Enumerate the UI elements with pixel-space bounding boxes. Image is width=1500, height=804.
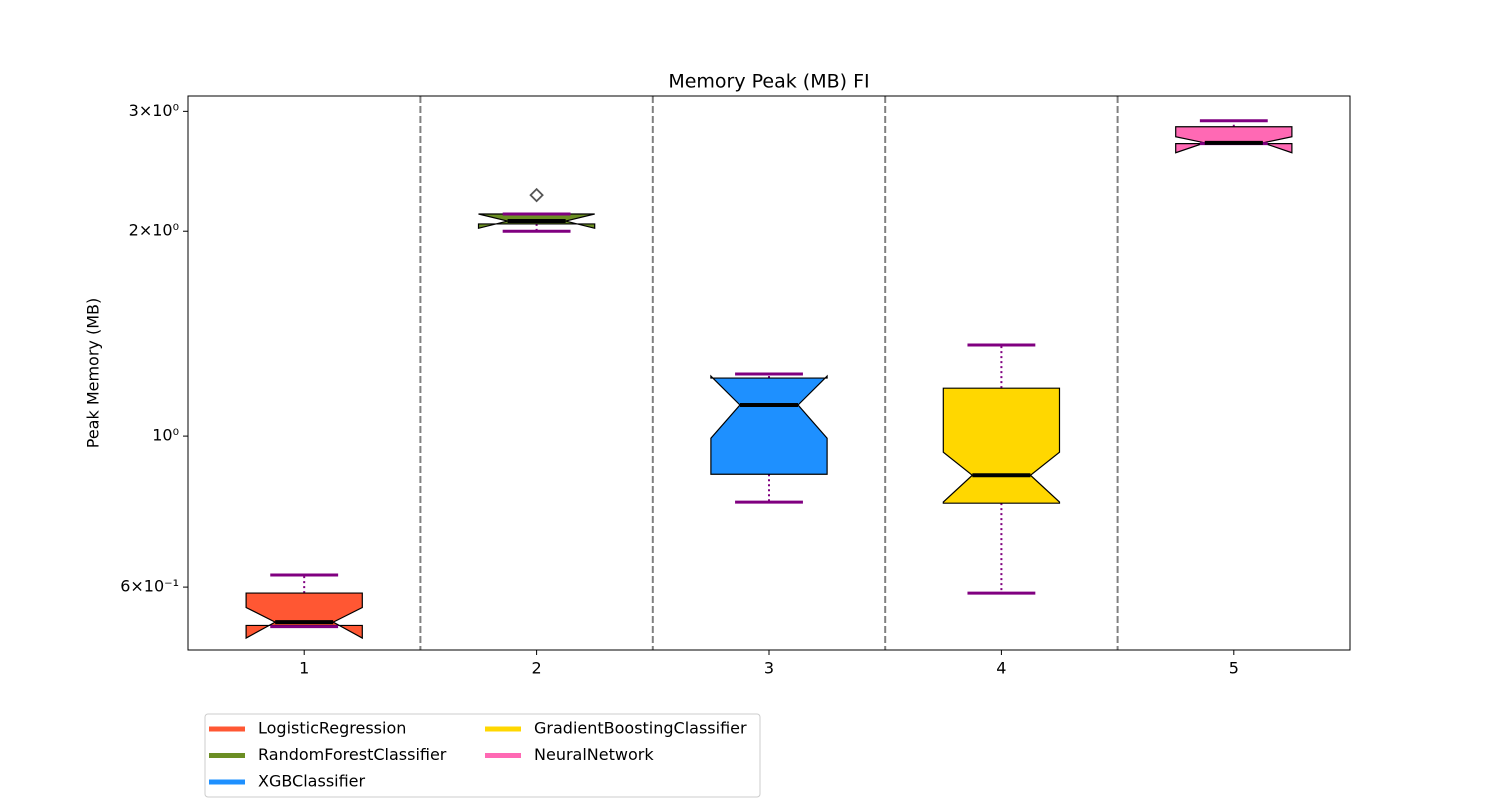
y-tick-label: 2×10⁰ bbox=[129, 221, 179, 240]
outlier bbox=[529, 187, 544, 203]
box bbox=[1175, 126, 1293, 154]
box bbox=[245, 592, 363, 640]
legend-frame bbox=[204, 713, 761, 798]
x-tick-label: 2 bbox=[532, 659, 542, 678]
chart-title: Memory Peak (MB) FI bbox=[668, 71, 869, 93]
box bbox=[710, 374, 828, 475]
plot-frame bbox=[187, 95, 1351, 651]
x-tick-label: 5 bbox=[1229, 659, 1239, 678]
y-axis-label: Peak Memory (MB) bbox=[84, 298, 103, 449]
legend-label: LogisticRegression bbox=[258, 719, 406, 738]
x-tick-label: 3 bbox=[764, 659, 774, 678]
x-tick-label: 1 bbox=[299, 659, 309, 678]
legend-label: RandomForestClassifier bbox=[258, 745, 447, 764]
legend-label: XGBClassifier bbox=[258, 772, 366, 791]
x-tick-label: 4 bbox=[996, 659, 1006, 678]
legend-label: NeuralNetwork bbox=[534, 745, 654, 764]
legend-label: GradientBoostingClassifier bbox=[534, 719, 747, 738]
y-tick-label: 6×10⁻¹ bbox=[120, 577, 179, 596]
y-tick-label: 10⁰ bbox=[152, 426, 179, 445]
y-tick-label: 3×10⁰ bbox=[129, 101, 179, 120]
box bbox=[942, 387, 1061, 504]
